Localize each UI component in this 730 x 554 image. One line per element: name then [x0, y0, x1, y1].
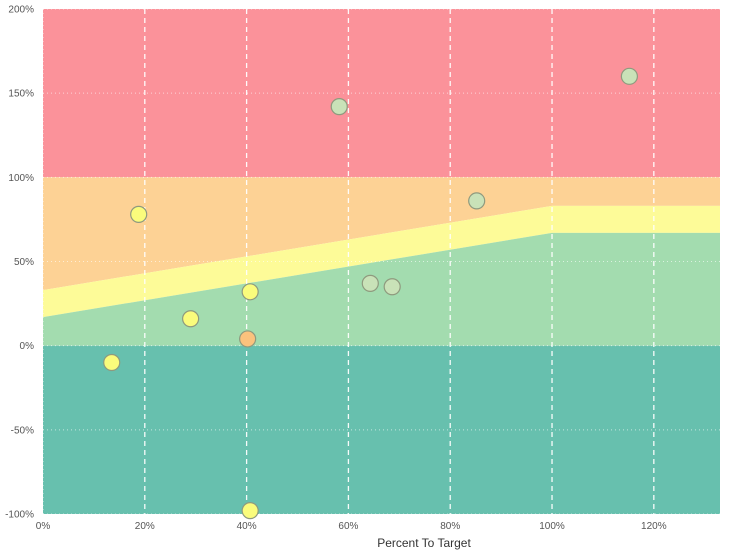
grid-lines [42, 8, 720, 515]
data-points [103, 67, 638, 520]
data-point [103, 353, 121, 372]
data-point [383, 278, 401, 296]
x-tick-label: 120% [641, 521, 667, 532]
band-light-green [43, 232, 720, 346]
data-point [361, 274, 379, 292]
x-tick-label: 60% [338, 521, 358, 532]
x-tick-label: 40% [237, 521, 257, 532]
y-axis-tick-labels: 200% 150% 100% 50% 0% -50% -100% [5, 5, 34, 521]
y-tick-label: -50% [11, 425, 34, 436]
y-tick-label: 200% [8, 5, 34, 16]
data-point [468, 192, 486, 210]
band-teal [43, 345, 720, 514]
x-axis-tick-labels: 0% 20% 40% 60% 80% 100% 120% [36, 521, 667, 532]
data-point [241, 283, 259, 301]
data-point [130, 205, 148, 223]
data-point [330, 98, 348, 116]
y-tick-label: 50% [14, 257, 34, 268]
y-tick-label: 0% [20, 341, 35, 352]
y-tick-label: 100% [8, 173, 34, 184]
background-bands [43, 9, 720, 514]
y-tick-label: -100% [5, 510, 34, 521]
data-point [241, 502, 259, 520]
x-tick-label: 0% [36, 521, 51, 532]
data-point [620, 67, 638, 85]
band-yellow [43, 205, 720, 318]
x-tick-label: 80% [440, 521, 460, 532]
x-tick-label: 20% [135, 521, 155, 532]
x-tick-label: 100% [539, 521, 565, 532]
x-axis-title: Percent To Target [377, 536, 471, 550]
band-orange [43, 177, 720, 291]
band-red [43, 9, 720, 178]
y-tick-label: 150% [8, 89, 34, 100]
data-point [239, 330, 257, 348]
data-point [182, 310, 200, 328]
